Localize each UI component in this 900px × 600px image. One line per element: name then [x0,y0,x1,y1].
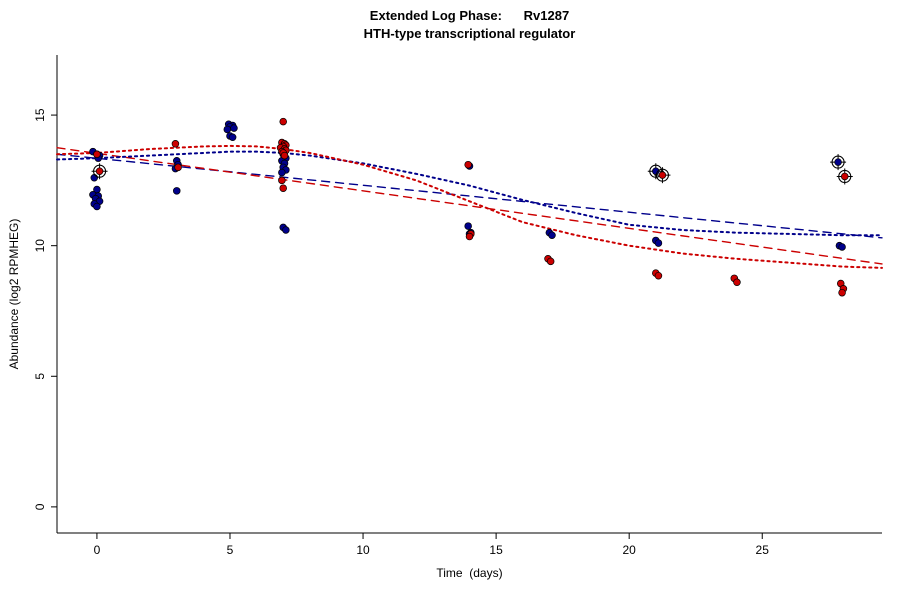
chart-title-line1: Extended Log Phase: Rv1287 [369,8,570,23]
chart-title-line2: HTH-type transcriptional regulator [363,26,576,41]
data-point [279,184,287,192]
data-point [464,160,472,169]
data-point [280,151,289,160]
data-point [548,231,556,239]
data-point [173,187,181,195]
red-dashed-trend-line [56,147,883,265]
y-tick-label: 5 [33,373,47,380]
flag-circle [649,164,663,178]
flag-circle [93,164,107,178]
data-point [278,176,286,185]
data-point [838,288,846,297]
x-tick-label: 20 [622,543,636,557]
data-point [171,140,180,148]
data-point [93,150,101,159]
data-point [654,239,663,247]
flag-circle [655,168,669,182]
y-tick-label: 15 [33,108,47,122]
flagged-data-point [840,172,849,181]
y-axis-label: Abundance (log2 RPMHEG) [7,218,21,370]
flag-circle [831,155,845,169]
blue-dashed-trend-line [56,153,883,239]
flag-circle [838,169,852,184]
y-tick-label: 0 [33,503,47,510]
data-point [174,163,182,172]
data-point [279,117,287,126]
flagged-data-point [652,167,660,175]
data-point [654,271,663,280]
x-tick-label: 15 [489,543,503,557]
flagged-data-point [834,158,842,166]
data-point [223,125,232,134]
data-point [465,232,474,241]
red-dotted-trend-line [56,144,883,269]
x-tick-label: 25 [756,543,770,557]
data-point [90,174,99,182]
data-point [733,278,741,286]
data-point [278,168,286,177]
x-tick-label: 5 [227,543,234,557]
x-axis-label: Time (days) [436,566,503,580]
x-tick-label: 10 [356,543,370,557]
data-point [228,133,237,142]
data-point [464,222,472,230]
data-point [230,124,238,132]
flagged-data-point [658,171,667,179]
data-point [282,226,290,234]
x-tick-label: 0 [94,543,101,557]
data-point [546,257,555,266]
data-point [93,202,101,211]
flagged-data-point [95,167,104,175]
data-point [838,243,846,251]
y-tick-label: 10 [33,239,47,253]
blue-dotted-trend-line [56,150,883,237]
